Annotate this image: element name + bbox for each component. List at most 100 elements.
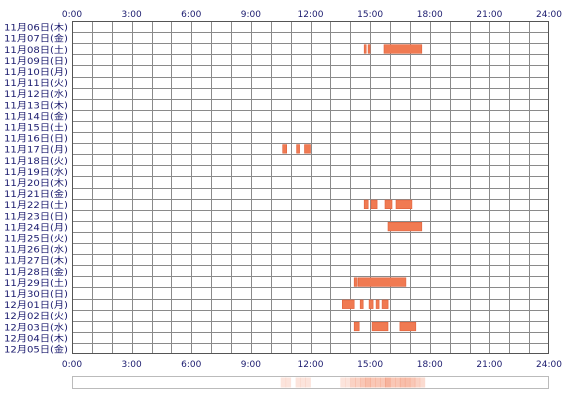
x-tick-label-top: 15:00: [357, 10, 383, 20]
x-tick-label-bottom: 21:00: [476, 360, 502, 370]
summary-density-cell: [340, 377, 346, 388]
activity-bar: [367, 44, 371, 54]
row-label: 11月26日(水): [4, 244, 68, 256]
row-labels: 11月06日(木)11月07日(金)11月08日(土)11月09日(日)11月1…: [4, 22, 68, 356]
x-tick-label-top: 9:00: [241, 10, 261, 20]
x-tick-label-bottom: 9:00: [241, 360, 261, 370]
row-label: 11月23日(日): [4, 211, 68, 222]
summary-frame: [72, 376, 549, 389]
activity-bar: [282, 144, 288, 154]
summary-density-cell: [360, 377, 366, 388]
activity-bar: [296, 144, 300, 154]
plot-frame: [72, 21, 549, 354]
row-label: 11月08日(土): [4, 44, 68, 56]
row-label: 11月25日(火): [4, 234, 68, 245]
activity-bar: [353, 321, 360, 332]
activity-bar: [381, 299, 389, 309]
row-label: 11月30日(日): [4, 289, 68, 300]
row-label: 11月15日(土): [4, 122, 68, 134]
x-tick-label-top: 3:00: [122, 10, 142, 20]
summary-density-cell: [409, 377, 416, 388]
x-axis-top: 0:00 3:00 6:00 9:00 12:00 15:00 18:00 21:00 24:0…: [62, 10, 562, 20]
row-label: 11月06日(木): [4, 22, 68, 34]
row-label: 11月19日(水): [4, 166, 68, 178]
activity-bar: [399, 321, 417, 332]
row-label: 12月02日(火): [4, 311, 68, 322]
summary-density-cell: [305, 377, 311, 388]
grid: [72, 21, 549, 354]
activity-bar: [304, 144, 311, 154]
summary-density-cell: [414, 377, 421, 388]
row-label: 11月10日(月): [4, 67, 68, 78]
x-tick-label-bottom: 3:00: [122, 360, 142, 370]
row-label: 11月17日(月): [4, 145, 68, 156]
row-label: 11月07日(金): [4, 33, 68, 45]
summary-density-cell: [365, 377, 371, 388]
summary-density-cell: [370, 377, 376, 388]
row-label: 12月05日(金): [4, 344, 68, 356]
x-tick-label-bottom: 15:00: [357, 360, 383, 370]
summary-density-cell: [295, 377, 301, 388]
summary-density-cell: [285, 377, 292, 388]
row-label: 12月03日(水): [4, 321, 68, 333]
summary-density-cell: [380, 377, 386, 388]
summary-density-cell: [300, 377, 306, 388]
x-tick-label-bottom: 18:00: [417, 360, 443, 370]
summary-density-cell: [404, 377, 411, 388]
summary-density-cell: [399, 377, 406, 388]
summary-density-cell: [385, 377, 391, 388]
x-axis-bottom: 0:00 3:00 6:00 9:00 12:00 15:00 18:00 21:00 24:0…: [62, 360, 562, 370]
activity-bar: [363, 44, 367, 54]
activity-bar: [357, 277, 407, 287]
x-tick-label-bottom: 0:00: [62, 360, 82, 370]
x-tick-label-bottom: 6:00: [181, 360, 201, 370]
row-label: 11月16日(日): [4, 134, 68, 145]
activity-bar: [363, 199, 369, 210]
row-label: 12月04日(木): [4, 332, 68, 344]
plot-border: [72, 21, 549, 354]
row-label: 11月13日(木): [4, 99, 68, 111]
x-tick-label-top: 0:00: [62, 10, 82, 20]
summary-density-cell: [345, 377, 351, 388]
row-label: 11月21日(金): [4, 188, 68, 200]
row-label: 11月27日(木): [4, 255, 68, 267]
row-label: 11月22日(土): [4, 199, 68, 211]
summary-strip: [72, 376, 549, 389]
row-label: 11月28日(金): [4, 266, 68, 278]
activity-bar: [371, 321, 389, 332]
activity-bar: [368, 299, 374, 309]
row-label: 11月14日(金): [4, 110, 68, 122]
x-tick-label-bottom: 24:00: [536, 360, 562, 370]
x-tick-label-top: 24:00: [536, 10, 562, 20]
activity-bar: [383, 44, 423, 54]
summary-density-cell: [375, 377, 381, 388]
x-tick-label-top: 12:00: [298, 10, 324, 20]
row-label: 11月24日(月): [4, 222, 68, 233]
summary-density-cell: [355, 377, 361, 388]
row-label: 12月01日(月): [4, 300, 68, 311]
x-tick-label-top: 6:00: [181, 10, 201, 20]
summary-density-cell: [419, 377, 426, 388]
x-tick-label-top: 18:00: [417, 10, 443, 20]
activity-bar: [375, 299, 380, 309]
row-label: 11月12日(水): [4, 88, 68, 100]
summary-density-cell: [350, 377, 356, 388]
row-label: 11月29日(土): [4, 277, 68, 289]
activity-bar: [359, 299, 364, 309]
row-label: 11月09日(日): [4, 56, 68, 67]
activity-bar: [353, 277, 358, 287]
row-label: 11月11日(火): [4, 78, 68, 89]
activity-bar: [387, 222, 423, 232]
row-label: 11月18日(火): [4, 156, 68, 167]
row-label: 11月20日(木): [4, 177, 68, 189]
activity-segments: [282, 44, 423, 332]
activity-bar: [395, 199, 413, 210]
x-tick-label-top: 21:00: [476, 10, 502, 20]
activity-bar: [341, 299, 355, 309]
summary-density-cell: [395, 377, 401, 388]
activity-bar: [384, 199, 393, 210]
summary-density-cell: [280, 377, 287, 388]
x-tick-label-bottom: 12:00: [298, 360, 324, 370]
